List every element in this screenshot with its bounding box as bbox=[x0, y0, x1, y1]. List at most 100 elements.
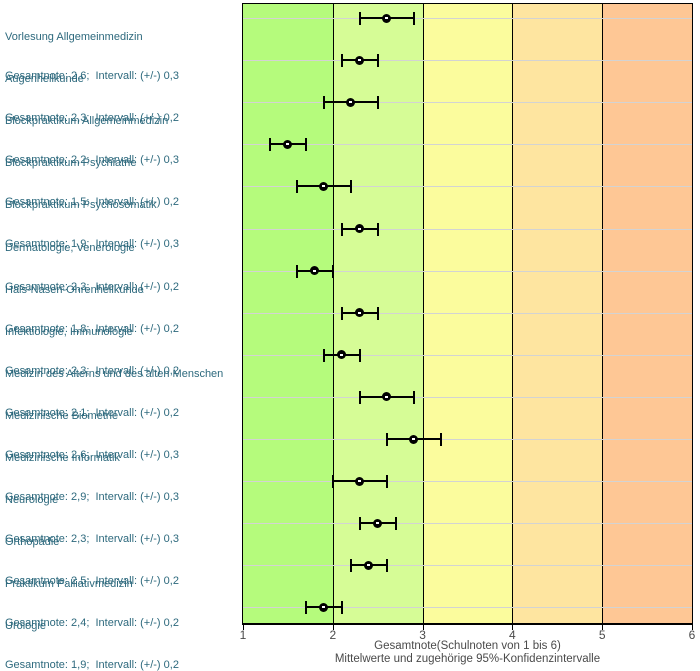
marker-center-dot bbox=[313, 269, 317, 272]
course-label: Medizinische Biometrie Gesamtnote: 2,6; … bbox=[5, 384, 241, 488]
row-gridline bbox=[243, 144, 692, 146]
row-gridline bbox=[243, 439, 692, 440]
mean-marker bbox=[355, 308, 365, 318]
ci-cap-right bbox=[358, 348, 361, 362]
course-label: Infektiologie, Immunologie Gesamtnote: 2… bbox=[5, 300, 241, 404]
x-tick bbox=[602, 625, 604, 630]
course-label: Vorlesung Allgemeinmedizin Gesamtnote: 2… bbox=[5, 5, 241, 109]
ci-cap-left bbox=[295, 180, 298, 194]
course-note: Gesamtnote: 2,6; Intervall: (+/-) 0,3 bbox=[5, 70, 179, 82]
marker-center-dot bbox=[286, 143, 290, 146]
course-name: Neurologie bbox=[5, 494, 59, 507]
course-note: Gesamtnote: 1,8; Intervall: (+/-) 0,2 bbox=[5, 322, 179, 335]
ci-cap-left bbox=[322, 348, 325, 362]
ci-cap-right bbox=[340, 601, 343, 615]
course-name: Hals-Nasen-Ohrenheilkunde bbox=[5, 283, 144, 296]
x-tick-label: 2 bbox=[329, 628, 337, 642]
marker-center-dot bbox=[412, 438, 416, 440]
marker-center-dot bbox=[358, 311, 362, 314]
row-gridline bbox=[243, 607, 692, 609]
mean-marker bbox=[283, 139, 293, 149]
ci-cap-left bbox=[304, 601, 307, 615]
mean-marker bbox=[319, 181, 329, 191]
x-tick-label: 3 bbox=[419, 628, 426, 642]
x-tick bbox=[422, 625, 424, 630]
ci-cap-left bbox=[385, 433, 388, 446]
marker-center-dot bbox=[385, 17, 389, 19]
ci-cap-right bbox=[394, 517, 397, 531]
ci-cap-right bbox=[376, 54, 379, 68]
mean-marker bbox=[373, 518, 383, 528]
row-gridline bbox=[243, 60, 692, 62]
ci-cap-right bbox=[331, 264, 334, 278]
mean-marker bbox=[364, 560, 374, 570]
x-tick-label: 4 bbox=[509, 628, 516, 642]
course-note: Gesamtnote: 2,3; Intervall: (+/-) 0,2 bbox=[5, 112, 179, 125]
row-gridline bbox=[243, 565, 692, 567]
course-label: Urologie Gesamtnote: 1,9; Intervall: (+/… bbox=[5, 594, 241, 671]
course-label: Hals-Nasen-Ohrenheilkunde Gesamtnote: 1,… bbox=[5, 258, 241, 362]
ci-cap-right bbox=[349, 180, 352, 194]
ci-cap-left bbox=[322, 96, 325, 110]
ci-cap-left bbox=[340, 306, 343, 320]
mean-marker bbox=[409, 434, 419, 444]
marker-center-dot bbox=[358, 480, 362, 483]
x-tick-label: 1 bbox=[239, 628, 247, 642]
marker-center-dot bbox=[340, 353, 344, 356]
marker-center-dot bbox=[376, 522, 380, 525]
x-axis-subtitle: Mittelwerte und zugehörige 95%-Konfidenz… bbox=[334, 653, 601, 665]
mean-marker bbox=[382, 13, 392, 23]
course-name: Medizinische Biometrie bbox=[5, 409, 119, 422]
row-gridline bbox=[243, 270, 692, 272]
row-gridline bbox=[243, 102, 692, 104]
marker-center-dot bbox=[322, 606, 326, 609]
course-note: Gesamtnote: 1,9; Intervall: (+/-) 0,2 bbox=[5, 659, 179, 671]
ci-cap-left bbox=[358, 517, 361, 531]
ci-cap-right bbox=[304, 138, 307, 152]
course-name: Blockpraktikum Psychosomatik bbox=[5, 199, 157, 212]
course-note: Gesamtnote: 2,3; Intervall: (+/-) 0,2 bbox=[5, 364, 179, 377]
row-gridline bbox=[243, 523, 692, 525]
ci-cap-right bbox=[412, 12, 415, 25]
x-tick bbox=[243, 625, 244, 630]
row-gridline bbox=[243, 18, 692, 19]
course-label: Dermatologie, Venerologie Gesamtnote: 2,… bbox=[5, 216, 241, 320]
ci-cap-left bbox=[358, 390, 361, 404]
ci-cap-left bbox=[295, 264, 298, 278]
ci-cap-left bbox=[268, 138, 271, 152]
row-gridline bbox=[243, 186, 692, 188]
ci-cap-left bbox=[358, 12, 361, 25]
ci-cap-right bbox=[376, 222, 379, 236]
course-label: Neurologie Gesamtnote: 2,3; Intervall: (… bbox=[5, 468, 241, 572]
course-note: Gesamtnote: 2,3; Intervall: (+/-) 0,3 bbox=[5, 533, 179, 546]
mean-marker bbox=[355, 476, 365, 486]
ci-cap-right bbox=[439, 433, 442, 446]
ci-cap-right bbox=[385, 475, 388, 489]
course-label: Medizinische Informatik Gesamtnote: 2,9;… bbox=[5, 426, 241, 530]
course-note: Gesamtnote: 1,5; Intervall: (+/-) 0,2 bbox=[5, 196, 179, 209]
marker-center-dot bbox=[358, 227, 362, 230]
course-note: Gesamtnote: 2,5; Intervall: (+/-) 0,2 bbox=[5, 575, 179, 588]
marker-center-dot bbox=[385, 395, 389, 398]
ci-cap-right bbox=[376, 306, 379, 320]
row-gridline bbox=[243, 312, 692, 314]
course-label: Orthopädie Gesamtnote: 2,5; Intervall: (… bbox=[5, 510, 241, 614]
course-name: Blockpraktikum Allgemeinmedizin bbox=[5, 115, 169, 128]
mean-marker bbox=[355, 55, 365, 65]
course-label: Praktikum Palliativmedizin Gesamtnote: 2… bbox=[5, 552, 241, 656]
course-note: Gesamtnote: 1,9; Intervall: (+/-) 0,3 bbox=[5, 238, 179, 251]
marker-center-dot bbox=[367, 564, 371, 567]
course-note: Gesamtnote: 2,9; Intervall: (+/-) 0,3 bbox=[5, 491, 179, 503]
course-name: Blockpraktikum Psychiatrie bbox=[5, 157, 137, 170]
mean-marker bbox=[319, 602, 329, 612]
row-gridline bbox=[243, 354, 692, 356]
course-note: Gesamtnote: 2,4; Intervall: (+/-) 0,2 bbox=[5, 617, 179, 630]
course-name: Infektiologie, Immunologie bbox=[5, 325, 133, 338]
course-note: Gesamtnote: 2,2; Intervall: (+/-) 0,3 bbox=[5, 154, 179, 167]
mean-marker bbox=[355, 224, 365, 233]
course-label: Augenheilkunde Gesamtnote: 2,3; Interval… bbox=[5, 47, 241, 151]
ci-cap-left bbox=[340, 222, 343, 236]
row-gridline bbox=[243, 481, 692, 483]
x-tick-label: 6 bbox=[688, 628, 696, 642]
